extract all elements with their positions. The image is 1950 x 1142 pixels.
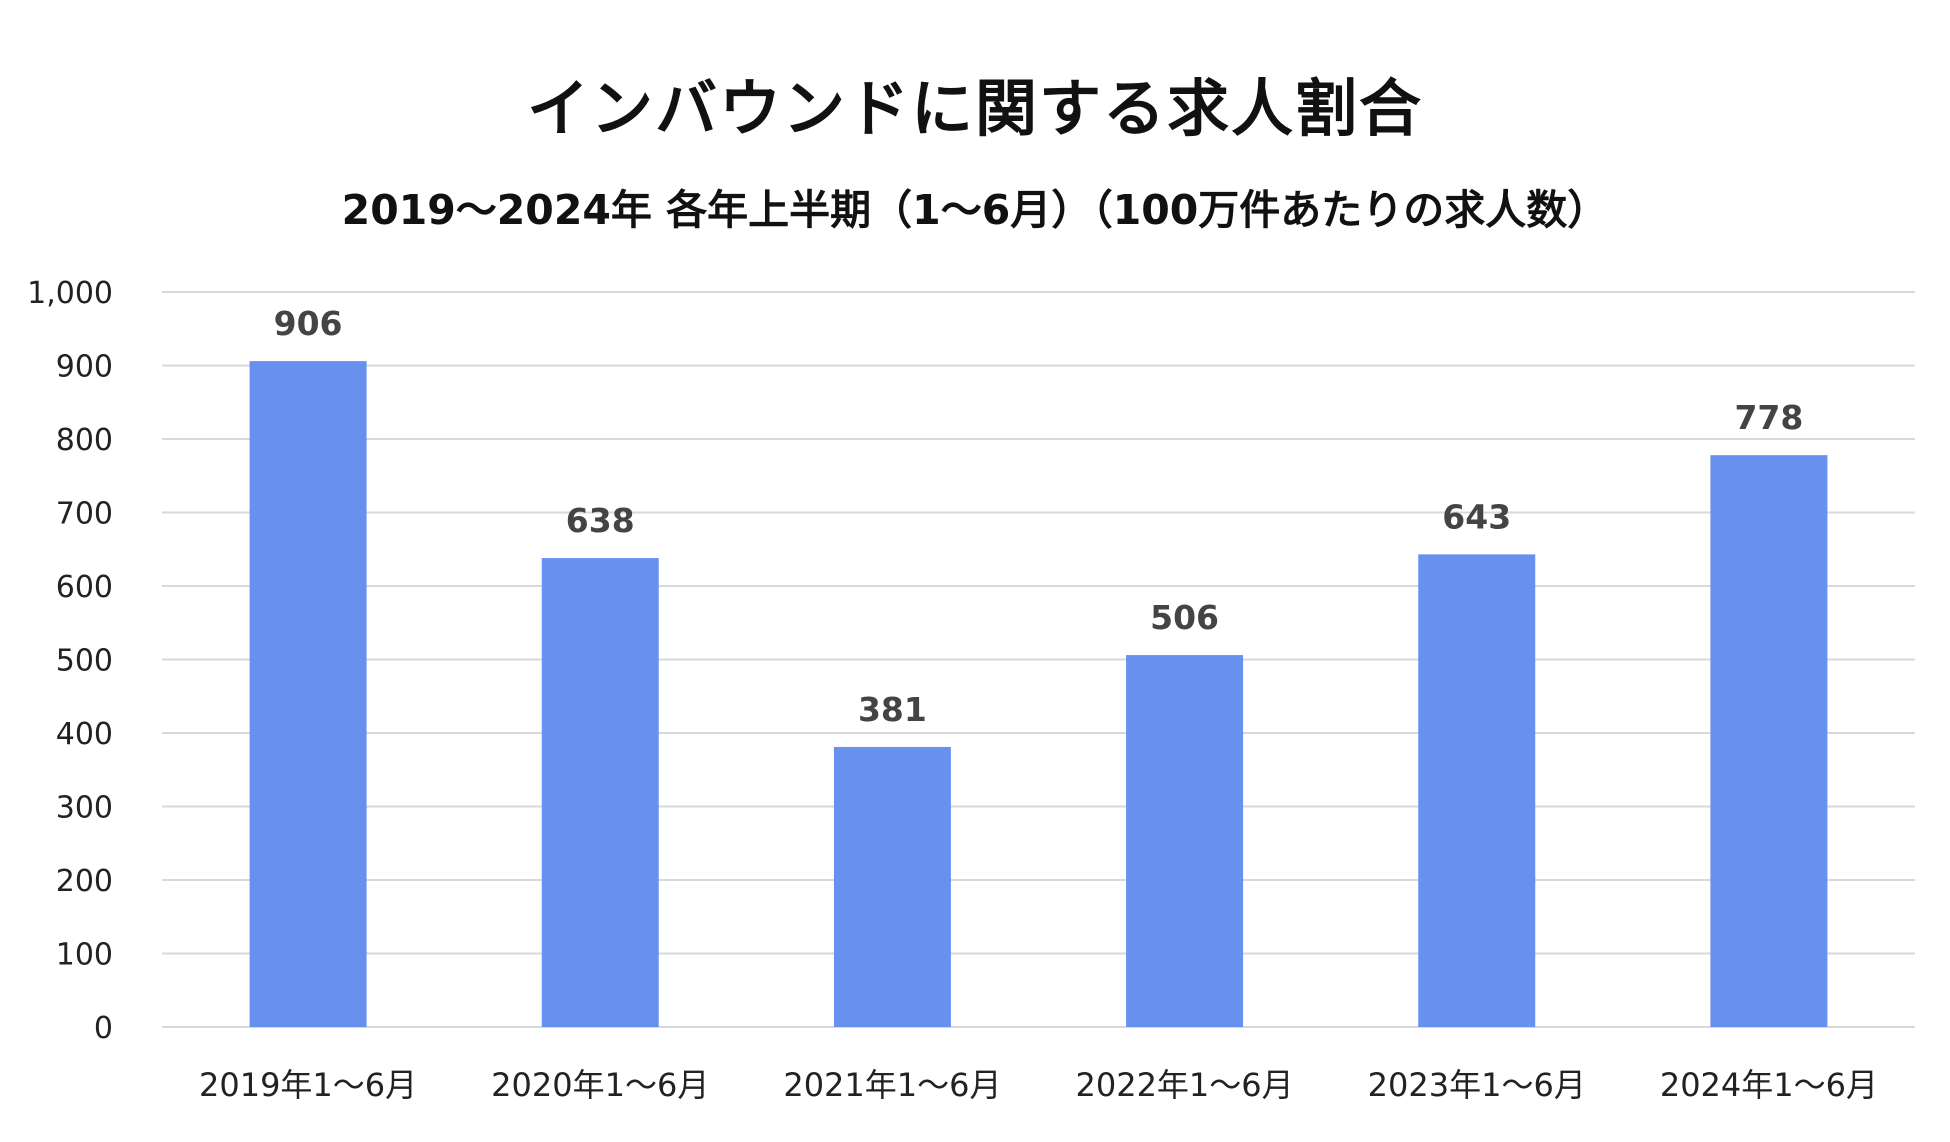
bar-3 — [1126, 655, 1244, 1027]
y-tick-label: 600 — [56, 570, 113, 605]
y-tick-label: 800 — [56, 423, 113, 458]
x-category-label-1: 2020年1〜6月 — [491, 1066, 709, 1104]
y-axis-ticks: 0 100 200 300 400 500 600 700 800 900 1,000 — [27, 276, 113, 1046]
data-label-4: 643 — [1442, 497, 1511, 536]
x-category-label-0: 2019年1〜6月 — [199, 1066, 417, 1104]
bar-4 — [1418, 554, 1536, 1027]
data-label-5: 778 — [1734, 398, 1803, 437]
gridlines — [162, 291, 1915, 1028]
bar-1 — [541, 558, 659, 1027]
x-category-label-5: 2024年1〜6月 — [1660, 1066, 1878, 1104]
y-tick-label: 900 — [56, 350, 113, 385]
x-axis-categories: 2019年1〜6月 2020年1〜6月 2021年1〜6月 2022年1〜6月 2023… — [199, 1066, 1878, 1104]
y-tick-label: 700 — [56, 497, 113, 532]
data-label-3: 506 — [1150, 598, 1219, 637]
y-tick-label: 200 — [56, 864, 113, 899]
y-tick-label: 0 — [94, 1011, 113, 1046]
y-tick-label: 1,000 — [27, 276, 113, 311]
bar-0 — [249, 361, 367, 1028]
data-label-2: 381 — [858, 690, 927, 729]
x-category-label-3: 2022年1〜6月 — [1075, 1066, 1293, 1104]
y-tick-label: 300 — [56, 791, 113, 826]
bars — [249, 361, 1828, 1028]
data-labels: 906 638 381 506 643 778 — [274, 304, 1804, 729]
data-label-0: 906 — [274, 304, 343, 343]
data-label-1: 638 — [566, 501, 635, 540]
bar-5 — [1710, 455, 1828, 1027]
y-tick-label: 400 — [56, 717, 113, 752]
chart-title: インバウンドに関する求人割合 — [526, 72, 1423, 145]
x-category-label-4: 2023年1〜6月 — [1368, 1066, 1586, 1104]
y-tick-label: 500 — [56, 644, 113, 679]
bar-2 — [833, 746, 951, 1027]
y-tick-label: 100 — [56, 938, 113, 973]
x-category-label-2: 2021年1〜6月 — [783, 1066, 1001, 1104]
chart-subtitle: 2019〜2024年 各年上半期（1〜6月）（100万件あたりの求人数） — [341, 186, 1609, 234]
